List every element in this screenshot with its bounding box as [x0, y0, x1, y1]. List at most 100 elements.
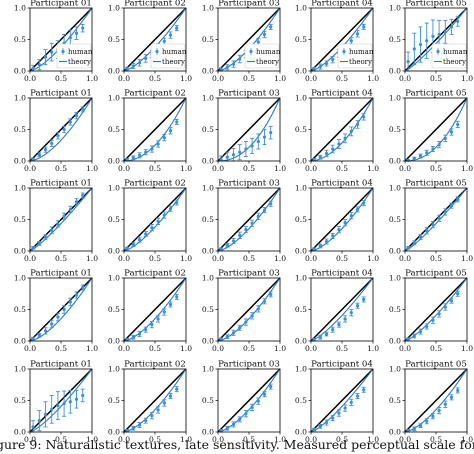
data-point	[349, 214, 353, 218]
data-point	[437, 216, 441, 220]
subplot-r1-c1: Participant 01 0.0 0.5 1.0 0.0 0.5 1.0 human the…	[14, 0, 98, 83]
data-point	[219, 158, 223, 162]
data-point	[244, 227, 248, 232]
data-point	[56, 315, 60, 319]
y-tick-label: 0.0	[389, 157, 401, 166]
y-tick-label: 1.0	[295, 184, 307, 193]
data-point	[175, 200, 179, 205]
subplot-r1-c5: Participant 05 0.0 0.5 1.0 0.0 0.5 1.0 human the…	[389, 0, 473, 83]
data-point	[349, 311, 353, 315]
y-tick-label: 1.0	[389, 4, 401, 13]
y-tick-label: 1.0	[14, 184, 26, 193]
data-point	[81, 107, 85, 111]
data-point	[250, 144, 254, 148]
data-point	[81, 193, 85, 198]
theory-curve	[29, 277, 93, 342]
legend-human-marker	[249, 49, 253, 54]
legend-human-label: human	[68, 48, 93, 56]
subplot-r2-c2: Participant 02 0.0 0.5 1.0 0.0 0.5 1.0	[108, 89, 192, 174]
subplot-title: Participant 04	[311, 0, 373, 9]
data-point	[125, 158, 129, 162]
y-tick-label: 1.0	[14, 274, 26, 283]
y-tick-label: 0.5	[14, 125, 26, 134]
data-point	[337, 323, 341, 327]
data-point	[150, 226, 154, 230]
x-tick-label: 1.0	[274, 254, 286, 263]
data-point	[355, 304, 360, 308]
y-tick-label: 1.0	[108, 365, 120, 374]
y-tick-label: 0.5	[14, 35, 26, 44]
data-point	[337, 142, 341, 146]
data-point	[418, 154, 423, 158]
data-point	[238, 233, 242, 237]
x-tick-label: 0.5	[243, 74, 255, 83]
data-point	[318, 64, 322, 69]
data-point	[349, 400, 353, 404]
data-point	[343, 221, 347, 225]
x-tick-label: 0.5	[430, 164, 442, 173]
subplot-r5-c3: Participant 03 0.0 0.5 1.0 0.0 0.5 1.0	[202, 360, 286, 445]
data-point	[262, 32, 267, 37]
identity-line	[29, 7, 93, 72]
x-tick-label: 0.0	[212, 254, 224, 263]
data-point	[406, 246, 410, 250]
data-point	[56, 134, 60, 138]
identity-line	[310, 7, 374, 72]
subplot-title: Participant 03	[218, 269, 280, 279]
subplot-title: Participant 05	[405, 89, 467, 99]
x-tick-label: 1.0	[86, 254, 98, 263]
data-point	[137, 61, 142, 65]
x-tick-label: 0.5	[336, 164, 348, 173]
x-tick-label: 0.0	[24, 74, 36, 83]
data-point	[225, 334, 229, 339]
x-tick-label: 0.5	[243, 254, 255, 263]
data-point	[331, 147, 335, 151]
data-point	[269, 25, 273, 29]
data-point	[68, 400, 72, 404]
x-tick-label: 0.5	[55, 254, 67, 263]
x-tick-label: 0.5	[336, 254, 348, 263]
data-point	[343, 317, 347, 321]
data-point	[144, 56, 148, 61]
y-tick-label: 0.5	[14, 396, 26, 405]
y-tick-label: 1.0	[295, 94, 307, 103]
x-tick-label: 0.0	[118, 435, 130, 444]
data-point	[74, 114, 79, 118]
x-tick-label: 1.0	[274, 344, 286, 353]
y-tick-label: 0.5	[389, 305, 401, 314]
subplot-r3-c1: Participant 01 0.0 0.5 1.0 0.0 0.5 1.0	[14, 179, 98, 264]
y-tick-label: 0.0	[108, 337, 120, 346]
data-point	[137, 153, 142, 157]
y-tick-label: 1.0	[108, 274, 120, 283]
data-point	[225, 155, 229, 159]
data-point	[431, 414, 435, 418]
data-point	[443, 402, 447, 406]
data-point	[62, 307, 66, 312]
data-point	[131, 335, 135, 339]
data-point	[144, 232, 148, 236]
data-point	[456, 19, 460, 23]
subplot-r2-c4: Participant 04 0.0 0.5 1.0 0.0 0.5 1.0	[295, 89, 379, 174]
data-point	[131, 426, 135, 430]
x-tick-label: 1.0	[461, 344, 473, 353]
legend: human theory	[150, 43, 187, 69]
y-tick-label: 0.0	[389, 67, 401, 76]
subplot-title: Participant 01	[30, 0, 92, 9]
y-tick-label: 0.0	[14, 428, 26, 437]
data-point	[231, 239, 236, 243]
data-point	[256, 214, 260, 218]
x-tick-label: 1.0	[180, 344, 192, 353]
data-point	[231, 331, 236, 335]
data-point	[74, 293, 79, 297]
data-point	[449, 395, 454, 399]
y-tick-label: 0.5	[202, 215, 214, 224]
subplot-title: Participant 03	[218, 89, 280, 99]
y-tick-label: 1.0	[14, 365, 26, 374]
data-point	[68, 36, 72, 40]
data-point	[406, 429, 410, 433]
y-tick-label: 0.0	[108, 428, 120, 437]
y-tick-label: 0.5	[202, 396, 214, 405]
subplot-title: Participant 02	[124, 179, 186, 189]
legend-theory-label: theory	[349, 58, 372, 66]
